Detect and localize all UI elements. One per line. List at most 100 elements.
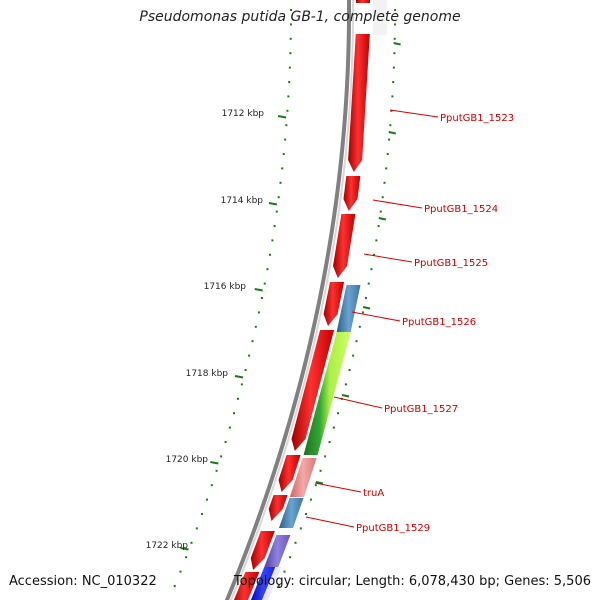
- scale-dot: [392, 66, 395, 69]
- scale-dot: [332, 426, 335, 429]
- scale-dot: [284, 138, 287, 141]
- gene-arrow-red-9: [233, 572, 260, 600]
- gene-arrow-red-8: [250, 531, 275, 570]
- scale-dot: [393, 52, 396, 55]
- scale-major-tick: [378, 217, 387, 221]
- scale-dot: [324, 455, 327, 458]
- scale-dot: [319, 469, 322, 472]
- gene-label-pputgb1-1526: PputGB1_1526: [402, 317, 476, 328]
- scale-dot: [294, 541, 297, 544]
- scale-dot: [289, 23, 292, 26]
- scale-dot: [314, 484, 317, 487]
- scale-dot: [257, 311, 260, 314]
- scale-dot: [388, 138, 391, 141]
- scale-dot: [361, 311, 364, 314]
- scale-dot: [271, 239, 274, 242]
- connector-pputgb1-1529: [305, 516, 355, 528]
- scale-dot: [344, 383, 347, 386]
- scale-dot: [358, 325, 361, 328]
- scale-dot: [263, 282, 266, 285]
- scale-layer: [173, 9, 401, 587]
- scale-tick-labels: 1712 kbp 1714 kbp 1716 kbp 1718 kbp 1720…: [146, 109, 265, 551]
- scale-dot: [179, 570, 182, 573]
- gene-labels: PputGB1_1523 PputGB1_1524 PputGB1_1525 P…: [356, 113, 514, 534]
- genome-summary: Topology: circular; Length: 6,078,430 bp…: [233, 574, 591, 589]
- scale-dot: [190, 541, 193, 544]
- scale-dot: [200, 513, 203, 515]
- scale-dot: [309, 498, 312, 501]
- genome-backbone: [224, 0, 352, 600]
- scale-dot: [337, 412, 339, 415]
- scale-dot: [279, 181, 282, 184]
- connector-pputgb1-1525: [363, 253, 413, 263]
- scale-dot: [379, 210, 382, 213]
- gene-label-pputgb1-1524: PputGB1_1524: [424, 204, 498, 215]
- scale-dot: [275, 210, 278, 213]
- scale-dot: [289, 37, 292, 40]
- scale-major-tick: [210, 461, 219, 465]
- gene-arrow-pputgb1-1527: [303, 332, 351, 455]
- backbone-layer: [224, 0, 355, 600]
- scale-dot: [289, 52, 292, 55]
- gene-arrow-red-7: [268, 495, 288, 521]
- scale-major-tick: [277, 115, 287, 119]
- scale-dot: [228, 426, 231, 429]
- scale-major-tick: [315, 481, 324, 485]
- gene-arrow-pale: [261, 567, 282, 600]
- scale-dot: [282, 153, 285, 155]
- scale-dot: [266, 268, 269, 271]
- gene-label-pputgb1-1525: PputGB1_1525: [414, 258, 488, 269]
- backbone-highlight: [229, 0, 355, 600]
- scale-dot: [244, 369, 247, 371]
- scale-dot: [288, 66, 291, 69]
- scale-dot: [277, 585, 280, 587]
- connector-pputgb1-1526: [351, 311, 401, 322]
- gene-label-pputgb1-1523: PputGB1_1523: [440, 113, 514, 124]
- map-title: Pseudomonas putida GB-1, complete genome: [139, 9, 461, 25]
- gene-arrow-pputgb1-1525: [333, 214, 356, 278]
- scale-dot: [367, 282, 370, 285]
- scale-dot: [248, 354, 251, 357]
- gene-arrow-red-4: [323, 282, 345, 326]
- connector-trua: [314, 482, 362, 493]
- scale-dot: [210, 484, 213, 487]
- gene-arrow-red-5: [291, 330, 335, 451]
- scale-major-tick: [268, 202, 278, 206]
- gene-arrow-pputgb1-1529: [278, 498, 304, 528]
- scale-dot: [372, 253, 375, 256]
- gene-arrow-pputgb1-1524: [343, 176, 361, 211]
- scale-dot: [389, 124, 392, 127]
- scale-dot: [260, 297, 263, 299]
- scale-major-tick: [362, 306, 371, 310]
- scale-dot: [288, 81, 291, 83]
- scale-label-1716: 1716 kbp: [204, 282, 247, 292]
- gene-arrow-pputgb1-1523: [348, 34, 370, 172]
- gene-arrow-pputgb1-1526: [336, 285, 361, 332]
- scale-label-1714: 1714 kbp: [221, 196, 264, 206]
- gene-layer: [233, 0, 387, 600]
- scale-major-tick: [388, 131, 396, 135]
- scale-dot: [215, 469, 218, 472]
- scale-major-tick: [393, 42, 401, 46]
- scale-dot: [220, 455, 223, 458]
- scale-dot: [277, 196, 280, 199]
- scale-dot: [364, 297, 367, 299]
- connector-pputgb1-1523: [389, 109, 439, 118]
- gene-arrow-navy: [250, 567, 279, 600]
- scale-major-tick: [254, 288, 263, 292]
- gene-arrow-top: [355, 0, 371, 3]
- scale-dot: [289, 556, 292, 559]
- scale-dot: [377, 225, 380, 227]
- scale-label-1722: 1722 kbp: [146, 541, 189, 551]
- gene-label-pputgb1-1527: PputGB1_1527: [384, 404, 458, 415]
- scale-dot: [391, 95, 394, 98]
- connector-pputgb1-1524: [372, 199, 423, 209]
- scale-dot: [268, 253, 271, 256]
- scale-dot: [273, 225, 276, 227]
- gene-arrow-trua: [289, 458, 317, 497]
- scale-dot: [393, 37, 396, 40]
- accession-text: Accession: NC_010322: [9, 574, 157, 589]
- gene-label-pputgb1-1529: PputGB1_1529: [356, 523, 430, 534]
- scale-dot: [352, 354, 355, 357]
- scale-dot: [236, 397, 239, 400]
